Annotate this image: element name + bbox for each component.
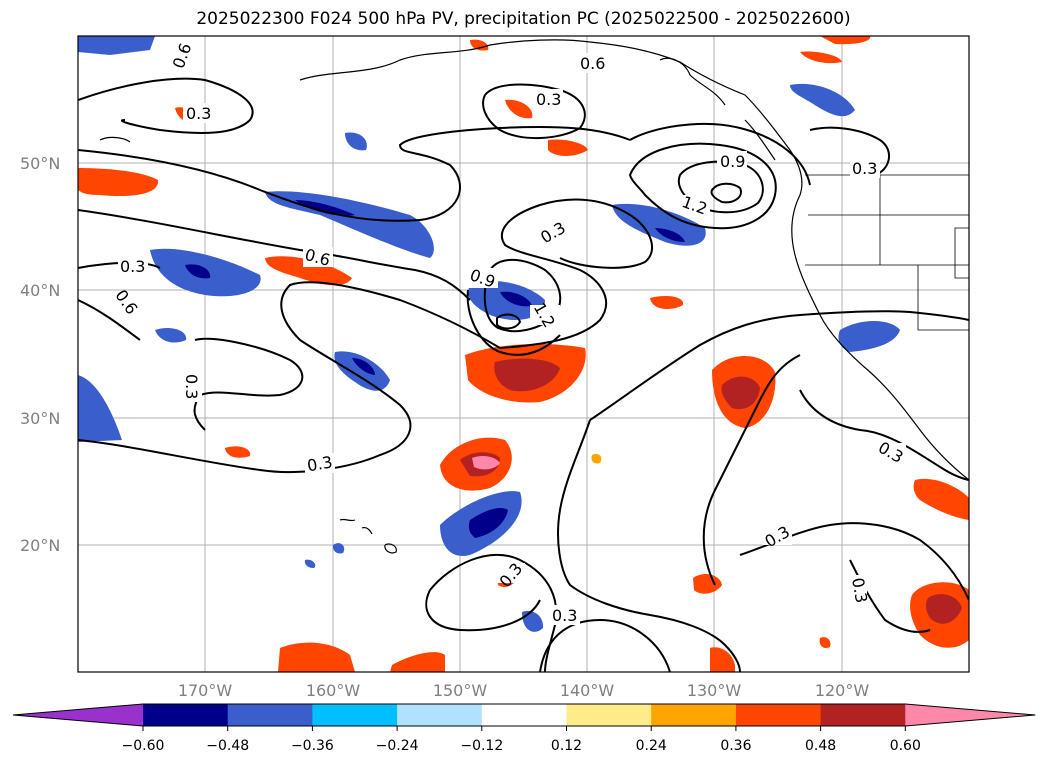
colorbar-tick-label: 0.36 xyxy=(720,738,751,754)
lon-labels: 170°W 160°W 150°W 140°W 130°W 120°W xyxy=(178,681,870,700)
map-frame xyxy=(77,35,970,673)
coastlines xyxy=(99,39,969,554)
colorbar-tick-label: −0.12 xyxy=(460,738,503,754)
lon-label-120w: 120°W xyxy=(815,681,870,700)
lon-label-140w: 140°W xyxy=(560,681,615,700)
colorbar: −0.60 −0.48 −0.36 −0.24 −0.12 0.12 0.24 0.36 0.4… xyxy=(12,703,1036,754)
lat-label-40n: 40°N xyxy=(20,281,60,300)
borders xyxy=(805,174,969,331)
lat-label-50n: 50°N xyxy=(20,154,60,173)
lat-label-20n: 20°N xyxy=(20,536,60,555)
contour-label-0-3-e: 0.3 xyxy=(120,257,145,276)
gridlines xyxy=(78,36,969,672)
colorbar-extend-low xyxy=(13,704,143,726)
colorbar-segment xyxy=(481,704,567,726)
lon-label-130w: 130°W xyxy=(687,681,742,700)
contour-label-0-3-a: 0.3 xyxy=(186,104,211,123)
colorbar-extend-high xyxy=(905,704,1036,726)
colorbar-tick-label: 0.24 xyxy=(636,738,667,754)
lat-label-30n: 30°N xyxy=(20,409,60,428)
contour-label-0-9-a: 0.9 xyxy=(720,152,745,171)
colorbar-segment xyxy=(397,704,483,726)
colorbar-tick-label: −0.48 xyxy=(206,738,249,754)
colorbar-segment xyxy=(820,704,906,726)
contour-labels: 0.6 0.3 0.6 0.3 0.9 1.2 0.3 0.3 0.6 0.3 … xyxy=(111,41,907,625)
contour-label-0-3-f: 0.3 xyxy=(182,374,201,399)
precip-positive xyxy=(78,36,969,672)
colorbar-segment xyxy=(651,704,737,726)
colorbar-segment xyxy=(312,704,398,726)
colorbar-segment xyxy=(227,704,313,726)
map-title: 2025022300 F024 500 hPa PV, precipitatio… xyxy=(196,9,851,29)
colorbar-segment xyxy=(143,704,229,726)
colorbar-tick-label: 0.60 xyxy=(890,738,921,754)
lon-label-170w: 170°W xyxy=(178,681,233,700)
contour-label-0-3-b: 0.3 xyxy=(536,90,561,109)
contour-label-0-6-b: 0.6 xyxy=(580,54,605,73)
contour-label-0-3-k: 0.3 xyxy=(552,606,577,625)
lon-label-160w: 160°W xyxy=(306,681,361,700)
precip-negative xyxy=(78,36,900,632)
contour-label-0-3-c: 0.3 xyxy=(852,159,877,178)
colorbar-segment xyxy=(735,704,822,726)
lon-label-150w: 150°W xyxy=(433,681,488,700)
contour-label-0-3-l: 0.3 xyxy=(848,576,871,604)
colorbar-tick-label: 0.12 xyxy=(551,738,582,754)
contour-label-0-3-g: 0.3 xyxy=(306,452,334,475)
colorbar-segment xyxy=(566,704,652,726)
colorbar-tick-label: −0.36 xyxy=(291,738,334,754)
colorbar-tick-label: −0.60 xyxy=(122,738,165,754)
colorbar-tick-label: −0.24 xyxy=(376,738,419,754)
colorbar-tick-label: 0.48 xyxy=(805,738,836,754)
lat-labels: 50°N 40°N 30°N 20°N xyxy=(20,154,60,555)
